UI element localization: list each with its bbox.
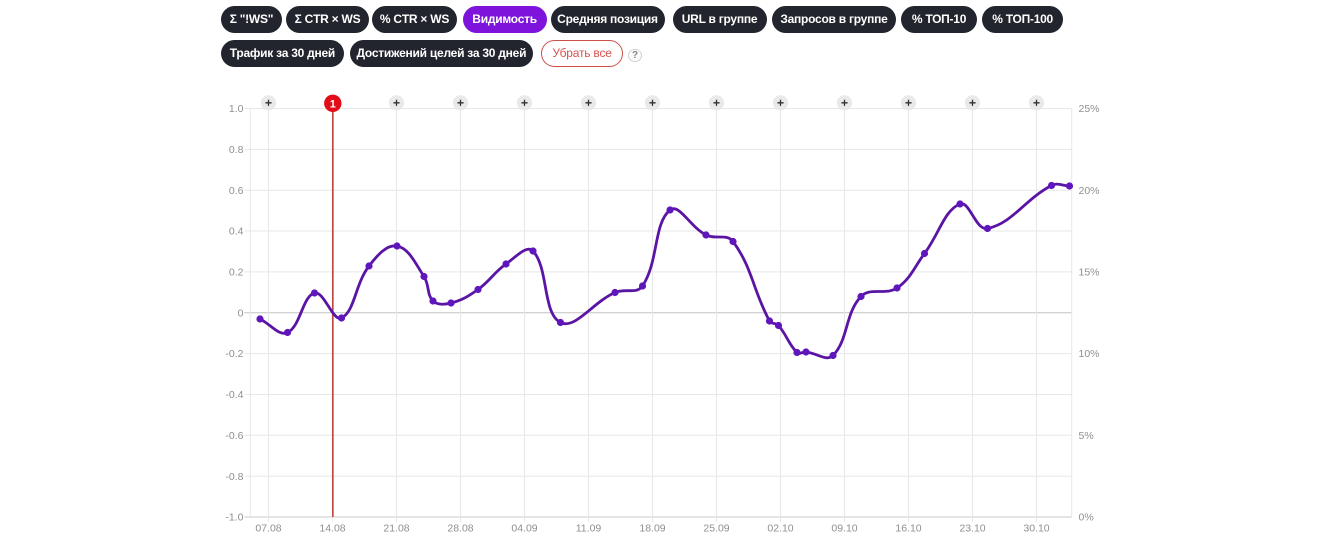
svg-text:-1.0: -1.0 bbox=[225, 512, 243, 524]
svg-text:10%: 10% bbox=[1079, 348, 1100, 360]
svg-text:0.6: 0.6 bbox=[229, 185, 244, 197]
svg-text:0%: 0% bbox=[1079, 512, 1094, 524]
svg-text:0.2: 0.2 bbox=[229, 267, 244, 279]
svg-text:0.8: 0.8 bbox=[229, 144, 244, 156]
svg-text:20%: 20% bbox=[1079, 185, 1100, 197]
svg-text:07.08: 07.08 bbox=[255, 523, 281, 535]
svg-text:-0.4: -0.4 bbox=[225, 389, 243, 401]
svg-text:28.08: 28.08 bbox=[447, 523, 473, 535]
svg-text:14.08: 14.08 bbox=[319, 523, 345, 535]
svg-text:5%: 5% bbox=[1079, 430, 1094, 442]
svg-text:-0.8: -0.8 bbox=[225, 471, 243, 483]
svg-text:04.09: 04.09 bbox=[511, 523, 537, 535]
svg-text:25%: 25% bbox=[1079, 103, 1100, 115]
svg-text:1: 1 bbox=[330, 98, 336, 110]
svg-text:-0.2: -0.2 bbox=[225, 348, 243, 360]
svg-text:1.0: 1.0 bbox=[229, 103, 244, 115]
svg-text:25.09: 25.09 bbox=[703, 523, 729, 535]
svg-text:30.10: 30.10 bbox=[1023, 523, 1049, 535]
svg-text:15%: 15% bbox=[1079, 267, 1100, 279]
svg-text:21.08: 21.08 bbox=[383, 523, 409, 535]
svg-text:16.10: 16.10 bbox=[895, 523, 921, 535]
svg-text:02.10: 02.10 bbox=[767, 523, 793, 535]
svg-text:11.09: 11.09 bbox=[576, 523, 602, 535]
svg-text:0: 0 bbox=[238, 307, 244, 319]
svg-text:-0.6: -0.6 bbox=[225, 430, 243, 442]
svg-text:0.4: 0.4 bbox=[229, 226, 244, 238]
svg-text:09.10: 09.10 bbox=[831, 523, 857, 535]
svg-text:23.10: 23.10 bbox=[959, 523, 985, 535]
svg-text:18.09: 18.09 bbox=[639, 523, 665, 535]
